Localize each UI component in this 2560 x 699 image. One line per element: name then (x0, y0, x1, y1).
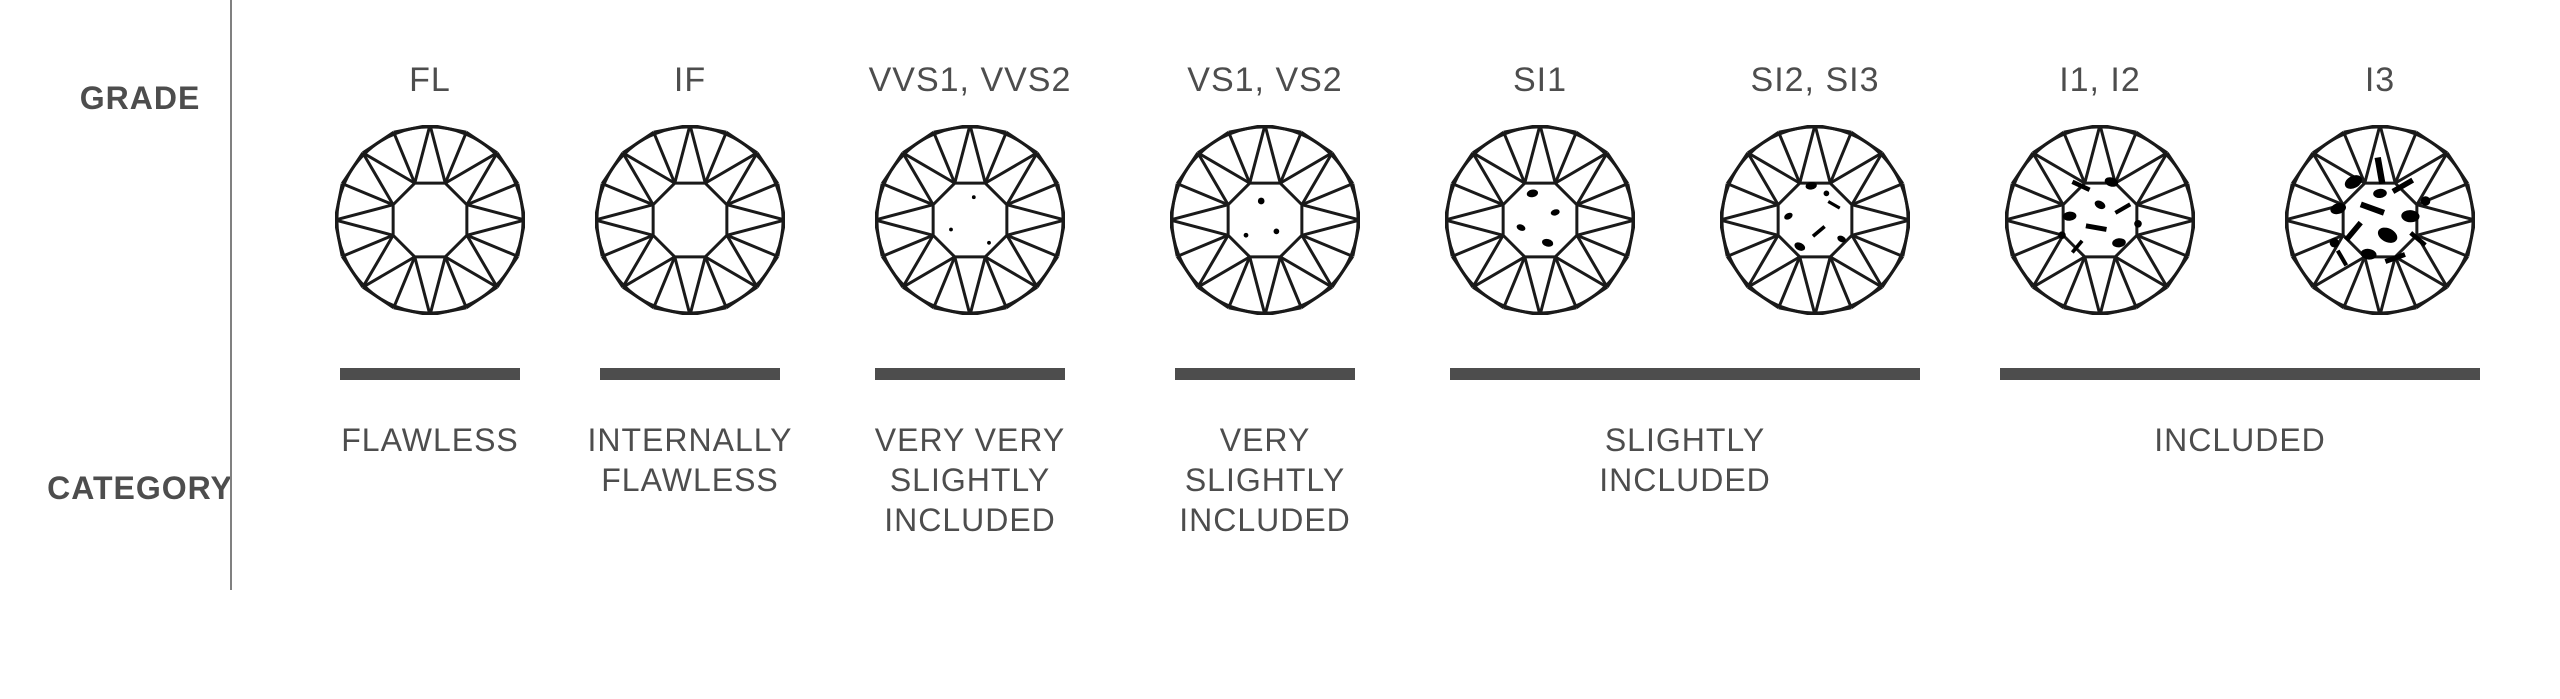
category-label: INCLUDED (1960, 420, 2520, 540)
category-label: VERY VERYSLIGHTLYINCLUDED (820, 420, 1120, 540)
category-bracket (1120, 350, 1410, 380)
grade-label: IF (560, 61, 820, 100)
diamond-icon (335, 125, 525, 315)
diamond-icon (875, 125, 1065, 315)
diamond-cell (820, 125, 1120, 315)
diamond-icon (595, 125, 785, 315)
diamond-cell (300, 125, 560, 315)
category-bracket (1960, 350, 2520, 380)
diamond-icon (1720, 125, 1910, 315)
diamond-cell (1670, 125, 1960, 315)
diamond-cell (1410, 125, 1670, 315)
diamond-cell (560, 125, 820, 315)
categories-row: FLAWLESSINTERNALLYFLAWLESSVERY VERYSLIGH… (300, 420, 2520, 540)
category-row-label: CATEGORY (40, 470, 240, 507)
category-label: VERYSLIGHTLYINCLUDED (1120, 420, 1410, 540)
category-bracket (820, 350, 1120, 380)
chart-area: FLIFVVS1, VVS2VS1, VS2SI1SI2, SI3I1, I2I… (300, 50, 2520, 650)
vertical-divider (230, 0, 232, 590)
diamond-cell (1960, 125, 2240, 315)
chart-container: GRADE CATEGORY FLIFVVS1, VVS2VS1, VS2SI1… (0, 0, 2560, 699)
row-labels-column: GRADE CATEGORY (40, 50, 240, 610)
category-label: FLAWLESS (300, 420, 560, 540)
category-label: INTERNALLYFLAWLESS (560, 420, 820, 540)
grade-label: SI1 (1410, 61, 1670, 100)
diamond-icon (1445, 125, 1635, 315)
category-bracket (300, 350, 560, 380)
diamond-icon (2285, 125, 2475, 315)
grade-label: I1, I2 (1960, 61, 2240, 100)
grades-row: FLIFVVS1, VVS2VS1, VS2SI1SI2, SI3I1, I2I… (300, 50, 2520, 110)
grade-label: VS1, VS2 (1120, 61, 1410, 100)
grade-label: SI2, SI3 (1670, 61, 1960, 100)
brackets-row (300, 350, 2520, 390)
diamond-cell (2240, 125, 2520, 315)
diamond-cell (1120, 125, 1410, 315)
grade-label: FL (300, 61, 560, 100)
diamond-icon (1170, 125, 1360, 315)
grade-label: I3 (2240, 61, 2520, 100)
diamonds-row (300, 120, 2520, 320)
category-bracket (1410, 350, 1960, 380)
category-label: SLIGHTLYINCLUDED (1410, 420, 1960, 540)
diamond-icon (2005, 125, 2195, 315)
grade-row-label: GRADE (40, 80, 240, 117)
grade-label: VVS1, VVS2 (820, 61, 1120, 100)
category-bracket (560, 350, 820, 380)
